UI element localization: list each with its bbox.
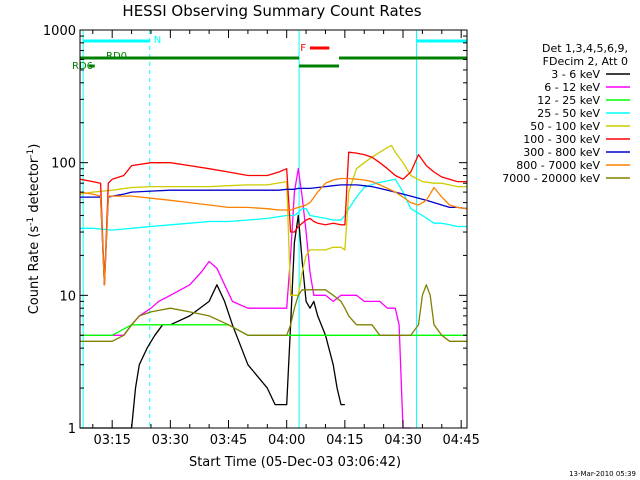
legend: Det 1,3,4,5,6,9,FDecim 2, Att 03 - 6 keV… bbox=[502, 42, 630, 185]
x-tick-label-1: 03:30 bbox=[152, 433, 189, 448]
legend-label-1: 6 - 12 keV bbox=[544, 81, 600, 94]
x-tick-label-6: 04:45 bbox=[442, 433, 479, 448]
annotation-label-f: F bbox=[300, 43, 306, 54]
x-tick-label-4: 04:15 bbox=[326, 433, 363, 448]
x-tick-label-3: 04:00 bbox=[268, 433, 305, 448]
legend-header-1: FDecim 2, Att 0 bbox=[543, 55, 628, 68]
legend-label-5: 100 - 300 keV bbox=[523, 133, 600, 146]
legend-label-3: 25 - 50 keV bbox=[537, 107, 600, 120]
series-line-2 bbox=[80, 324, 467, 336]
annotation-label-n: N bbox=[154, 35, 161, 46]
x-axis-label: Start Time (05-Dec-03 03:06:42) bbox=[189, 455, 401, 470]
legend-label-4: 50 - 100 keV bbox=[530, 120, 600, 133]
footer-timestamp: 13-Mar-2010 05:39 bbox=[569, 470, 636, 478]
x-tick-label-5: 04:30 bbox=[384, 433, 421, 448]
chart-title: HESSI Observing Summary Count Rates bbox=[122, 2, 421, 20]
x-tick-label-2: 03:45 bbox=[210, 433, 247, 448]
series-line-7 bbox=[79, 177, 468, 286]
annotation-label-rd0: RD0 bbox=[106, 51, 127, 62]
legend-header-0: Det 1,3,4,5,6,9, bbox=[542, 42, 628, 55]
series-line-0 bbox=[80, 214, 345, 429]
legend-label-0: 3 - 6 keV bbox=[551, 68, 600, 81]
plot-frame bbox=[79, 29, 468, 429]
legend-label-6: 300 - 800 keV bbox=[523, 146, 600, 159]
series-line-3 bbox=[80, 178, 467, 231]
y-axis-label: Count Rate (s-1 detector-1) bbox=[26, 144, 42, 315]
y-tick-label-3: 1000 bbox=[43, 24, 76, 39]
series-line-1 bbox=[80, 168, 411, 429]
series-line-8 bbox=[80, 284, 467, 342]
series-line-6 bbox=[80, 184, 468, 286]
y-tick-label-2: 100 bbox=[51, 157, 76, 172]
plot-area: N RD0 RD6 F bbox=[72, 30, 468, 429]
axes-ticks: 1 10 100 1000 03:15 03:30 03:45 04:00 04:15 04:30… bbox=[43, 24, 480, 448]
annotation-label-rd6: RD6 bbox=[72, 61, 93, 72]
y-tick-label-0: 1 bbox=[68, 422, 76, 437]
x-tick-label-0: 03:15 bbox=[93, 433, 130, 448]
legend-label-2: 12 - 25 keV bbox=[537, 94, 600, 107]
y-tick-label-1: 10 bbox=[59, 289, 76, 304]
series-line-4 bbox=[79, 144, 467, 296]
legend-label-7: 800 - 7000 keV bbox=[516, 159, 600, 172]
legend-label-8: 7000 - 20000 keV bbox=[502, 172, 600, 185]
series-line-5 bbox=[79, 151, 467, 286]
